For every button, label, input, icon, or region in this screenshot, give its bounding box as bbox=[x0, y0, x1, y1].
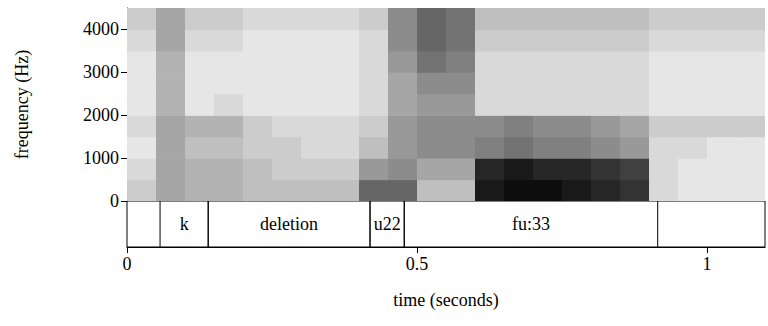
svg-text:0: 0 bbox=[110, 191, 119, 211]
svg-text:1000: 1000 bbox=[83, 148, 119, 168]
svg-text:0: 0 bbox=[123, 254, 132, 274]
svg-text:frequency (Hz): frequency (Hz) bbox=[12, 50, 33, 159]
svg-text:deletion: deletion bbox=[260, 214, 318, 234]
svg-text:fu:33: fu:33 bbox=[512, 214, 550, 234]
svg-text:time (seconds): time (seconds) bbox=[393, 290, 498, 311]
svg-text:k: k bbox=[180, 214, 189, 234]
svg-text:1: 1 bbox=[703, 254, 712, 274]
svg-text:4000: 4000 bbox=[83, 19, 119, 39]
svg-text:2000: 2000 bbox=[83, 105, 119, 125]
svg-text:0.5: 0.5 bbox=[406, 254, 429, 274]
svg-text:3000: 3000 bbox=[83, 62, 119, 82]
svg-text:u22: u22 bbox=[374, 214, 401, 234]
